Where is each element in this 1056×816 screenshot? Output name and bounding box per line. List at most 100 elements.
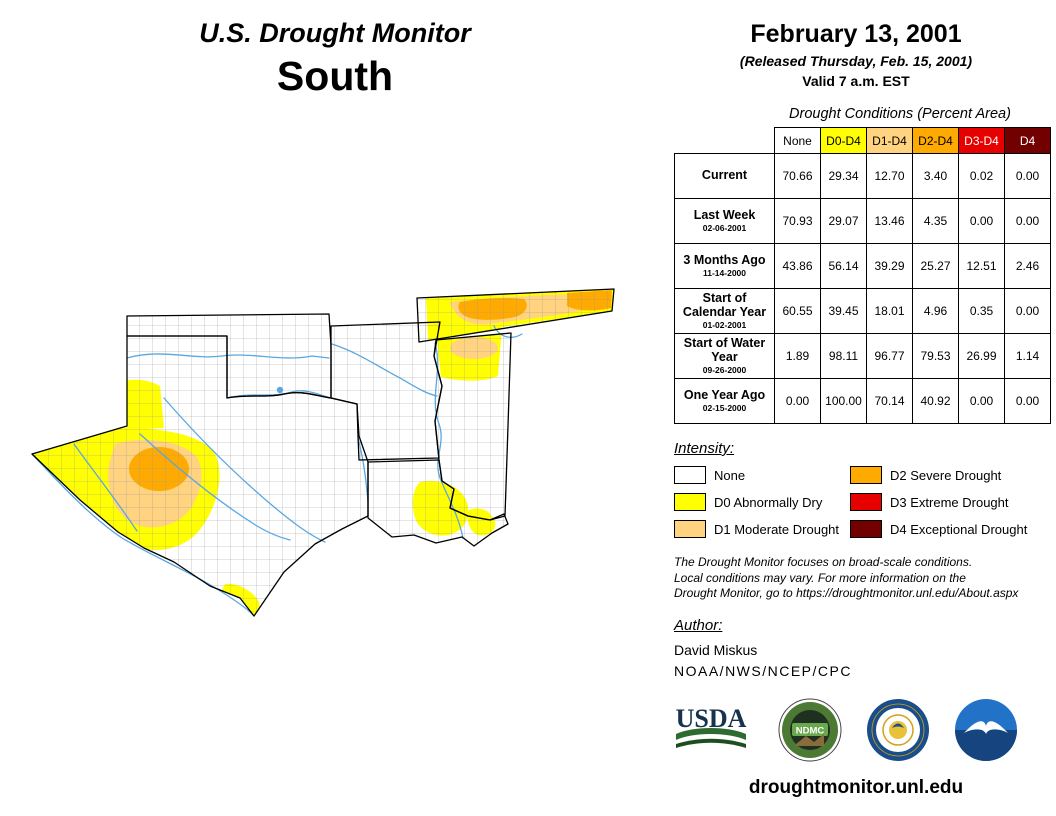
author-name: David Miskus [674,641,758,658]
title-block: U.S. Drought Monitor South [120,18,550,100]
usda-logo: USDA [676,704,747,748]
cell-value: 0.00 [1004,288,1051,334]
commerce-seal-logo [867,698,929,761]
column-header-d2d4: D2-D4 [912,127,959,154]
intensity-legend: Intensity: None D0 Abnormally Dry D1 Mod… [674,440,1052,538]
row-label: Last Week [693,208,756,223]
cell-value: 98.11 [820,333,867,379]
arkansas-river [331,343,438,397]
legend-label: D2 Severe Drought [890,467,1002,483]
legend-label: D1 Moderate Drought [714,521,840,537]
d2-swatch [850,466,882,484]
legend-item-d4: D4 Exceptional Drought [850,520,1027,538]
row-sublabel: 09-26-2000 [702,365,747,376]
table-row: Current 70.66 29.34 12.70 3.40 0.02 0.00 [674,153,1051,199]
d3-swatch [850,493,882,511]
drought-map [31,288,615,617]
cell-value: 0.02 [958,153,1005,199]
table-row: Start of Calendar Year 01-02-2001 60.55 3… [674,288,1051,334]
date-block: February 13, 2001 (Released Thursday, Fe… [660,20,1052,89]
row-label: One Year Ago [683,388,766,403]
region-title: South [276,53,394,99]
table-row: Last Week 02-06-2001 70.93 29.07 13.46 4.… [674,198,1051,244]
cell-value: 0.00 [1004,198,1051,244]
cell-value: 39.45 [820,288,867,334]
cell-value: 2.46 [1004,243,1051,289]
disclaimer-text: The Drought Monitor focuses on broad-sca… [674,555,1019,601]
author-block: Author: David Miskus NOAA/NWS/NCEP/CPC [674,617,1052,679]
ndmc-logo: NDMC [778,698,842,762]
logo-row: USDA NDMC [668,695,1052,765]
table-row: One Year Ago 02-15-2000 0.00 100.00 70.14… [674,378,1051,424]
mississippi-river [434,342,464,539]
none-swatch [674,466,706,484]
row-label: Start of Water Year [683,336,766,365]
legend-label: None [714,467,746,483]
colorado-river [139,433,291,541]
cell-value: 40.92 [912,378,959,424]
cell-value: 1.14 [1004,333,1051,379]
cell-value: 0.00 [774,378,821,424]
column-header-d0d4: D0-D4 [820,127,867,154]
column-header-d3d4: D3-D4 [958,127,1005,154]
row-sublabel: 02-06-2001 [702,223,747,234]
row-sublabel: 01-02-2001 [702,320,747,331]
cell-value: 43.86 [774,243,821,289]
brazos-river [163,397,326,543]
legend-item-d1: D1 Moderate Drought [674,520,850,538]
cell-value: 0.00 [1004,153,1051,199]
d0-swatch [674,493,706,511]
legend-label: D3 Extreme Drought [890,494,1009,510]
cell-value: 18.01 [866,288,913,334]
table-corner-cell [674,127,775,154]
right-column: February 13, 2001 (Released Thursday, Fe… [660,20,1052,799]
red-river [226,390,358,405]
table-row: 3 Months Ago 11-14-2000 43.86 56.14 39.29… [674,243,1051,289]
cell-value: 29.34 [820,153,867,199]
valid-time: Valid 7 a.m. EST [802,73,910,89]
cell-value: 0.00 [1004,378,1051,424]
row-sublabel: 11-14-2000 [702,268,746,279]
table-row: Start of Water Year 09-26-2000 1.89 98.11… [674,333,1051,379]
cell-value: 100.00 [820,378,867,424]
row-label: 3 Months Ago [683,253,766,268]
cell-value: 13.46 [866,198,913,244]
author-heading: Author: [674,616,723,634]
cell-value: 60.55 [774,288,821,334]
d0-area-texas-coast [313,548,343,568]
cell-value: 79.53 [912,333,959,379]
row-label: Start of Calendar Year [682,291,767,320]
pecos-river [73,443,138,532]
legend-item-none: None [674,466,850,484]
cell-value: 70.93 [774,198,821,244]
released-date: (Released Thursday, Feb. 15, 2001) [739,53,973,69]
map-container [22,286,622,641]
column-header-d4: D4 [1004,127,1051,154]
ndmc-logo-text: NDMC [796,725,825,736]
table-header-row: None D0-D4 D1-D4 D2-D4 D3-D4 D4 [674,127,1051,154]
reservoir-marker [276,386,284,394]
legend-label: D0 Abnormally Dry [714,494,823,510]
table-caption: Drought Conditions (Percent Area) [789,106,1011,122]
column-header-d1d4: D1-D4 [866,127,913,154]
legend-heading: Intensity: [674,440,735,457]
tennessee-river [493,325,523,338]
url-link[interactable]: droughtmonitor.unl.edu [748,776,964,798]
rio-grande-river [31,453,255,617]
row-sublabel: 02-15-2000 [702,403,747,414]
county-grid [32,289,614,616]
cell-value: 4.35 [912,198,959,244]
legend-item-d2: D2 Severe Drought [850,466,1027,484]
cell-value: 3.40 [912,153,959,199]
drought-conditions-table: None D0-D4 D1-D4 D2-D4 D3-D4 D4 Current … [674,127,1051,424]
cell-value: 12.51 [958,243,1005,289]
cell-value: 70.14 [866,378,913,424]
cell-value: 29.07 [820,198,867,244]
cell-value: 1.89 [774,333,821,379]
cell-value: 0.00 [958,378,1005,424]
d1-swatch [674,520,706,538]
cell-value: 39.29 [866,243,913,289]
legend-item-d0: D0 Abnormally Dry [674,493,850,511]
cell-value: 0.35 [958,288,1005,334]
